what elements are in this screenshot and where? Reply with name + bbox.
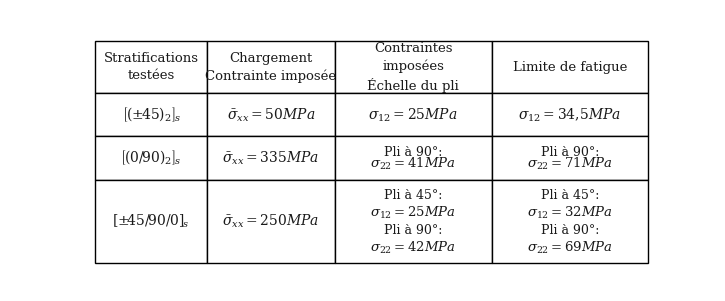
Bar [335, 136, 492, 180]
Text: Chargement
Contrainte imposée: Chargement Contrainte imposée [205, 52, 336, 82]
Text: $\sigma_{12} = 25\mathit{MPa}$: $\sigma_{12} = 25\mathit{MPa}$ [368, 106, 458, 124]
Text: $\sigma_{12} = 34{,}5\mathit{MPa}$: $\sigma_{12} = 34{,}5\mathit{MPa}$ [518, 106, 621, 124]
Text: Pli à 45°:: Pli à 45°: [541, 189, 599, 203]
Bar [207, 136, 335, 180]
Text: $\left[(0/90)_2\right]_{\!s}$: $\left[(0/90)_2\right]_{\!s}$ [120, 149, 181, 167]
Text: $\bar{\sigma}_{xx} = 335\mathit{MPa}$: $\bar{\sigma}_{xx} = 335\mathit{MPa}$ [223, 149, 320, 167]
Bar [335, 93, 492, 136]
Text: Pli à 90°:: Pli à 90°: [384, 224, 442, 237]
Bar [95, 93, 207, 136]
Text: $\sigma_{22} = 42\mathit{MPa}$: $\sigma_{22} = 42\mathit{MPa}$ [370, 240, 456, 256]
Bar [95, 180, 207, 263]
Text: Pli à 90°:: Pli à 90°: [384, 146, 442, 159]
Bar [207, 41, 335, 93]
Text: Limite de fatigue: Limite de fatigue [513, 61, 627, 74]
Text: $\bar{\sigma}_{xx} = 50\mathit{MPa}$: $\bar{\sigma}_{xx} = 50\mathit{MPa}$ [227, 106, 315, 124]
Text: $\sigma_{22} = 69\mathit{MPa}$: $\sigma_{22} = 69\mathit{MPa}$ [527, 240, 613, 256]
Text: $\sigma_{22} = 71\mathit{MPa}$: $\sigma_{22} = 71\mathit{MPa}$ [527, 156, 613, 172]
Bar [207, 180, 335, 263]
Text: $\sigma_{12} = 32\mathit{MPa}$: $\sigma_{12} = 32\mathit{MPa}$ [527, 205, 613, 222]
Bar [335, 41, 492, 93]
Text: Pli à 90°:: Pli à 90°: [541, 146, 599, 159]
Bar [492, 93, 648, 136]
Text: Pli à 90°:: Pli à 90°: [541, 224, 599, 237]
Text: $\sigma_{22} = 41\mathit{MPa}$: $\sigma_{22} = 41\mathit{MPa}$ [370, 156, 456, 172]
Bar [492, 180, 648, 263]
Text: $\bar{\sigma}_{xx} = 250\mathit{MPa}$: $\bar{\sigma}_{xx} = 250\mathit{MPa}$ [223, 213, 320, 230]
Text: $\left[(\pm\!45)_2\right]_{\!s}$: $\left[(\pm\!45)_2\right]_{\!s}$ [122, 106, 181, 124]
Bar [95, 41, 207, 93]
Bar [492, 136, 648, 180]
Text: $\left[\pm\!45/90/0\right]_{\!s}$: $\left[\pm\!45/90/0\right]_{\!s}$ [112, 213, 190, 230]
Text: Stratifications
testées: Stratifications testées [104, 52, 199, 82]
Bar [492, 41, 648, 93]
Text: Contraintes
imposées
Échelle du pli: Contraintes imposées Échelle du pli [368, 42, 459, 92]
Bar [95, 136, 207, 180]
Bar [207, 93, 335, 136]
Bar [335, 180, 492, 263]
Text: $\sigma_{12} = 25\mathit{MPa}$: $\sigma_{12} = 25\mathit{MPa}$ [370, 205, 456, 222]
Text: Pli à 45°:: Pli à 45°: [384, 189, 442, 203]
